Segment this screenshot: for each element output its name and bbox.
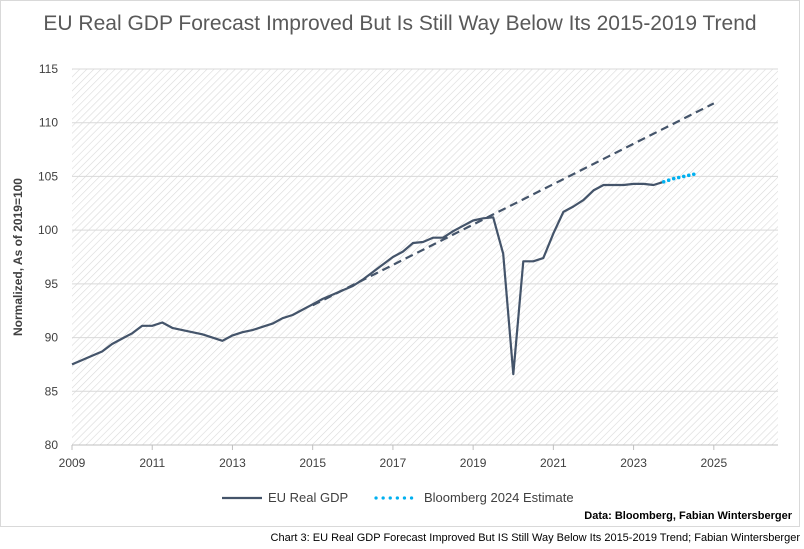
source-note: Data: Bloomberg, Fabian Wintersberger <box>584 510 792 522</box>
legend-label-eu-real-gdp: EU Real GDP <box>268 490 348 505</box>
x-tick-label: 2011 <box>139 456 165 470</box>
series-bloomberg-estimate-point <box>661 180 666 184</box>
legend: EU Real GDP Bloomberg 2024 Estimate <box>222 490 574 505</box>
caption: Chart 3: EU Real GDP Forecast Improved B… <box>270 532 800 544</box>
x-tick-label: 2015 <box>299 456 326 470</box>
y-tick-label: 85 <box>45 384 59 398</box>
chart-title: EU Real GDP Forecast Improved But Is Sti… <box>43 12 757 35</box>
y-tick-label: 110 <box>39 116 58 130</box>
series-layer <box>71 102 715 376</box>
y-tick-label: 95 <box>45 277 59 291</box>
legend-label-bloomberg-estimate: Bloomberg 2024 Estimate <box>424 490 574 505</box>
series-bloomberg-estimate-point <box>666 178 671 182</box>
series-eu-real-gdp <box>71 180 665 376</box>
x-tick-label: 2023 <box>620 456 647 470</box>
y-tick-label: 100 <box>38 223 58 237</box>
y-tick-label: 90 <box>45 331 59 345</box>
series-bloomberg-estimate-point <box>686 173 691 178</box>
x-tick-label: 2013 <box>219 456 246 470</box>
x-tick-label: 2025 <box>700 456 727 470</box>
y-tick-label: 105 <box>38 169 58 183</box>
y-axis-label: Normalized, As of 2019=100 <box>11 178 25 336</box>
x-tick-label: 2009 <box>59 456 86 470</box>
series-trend-line <box>312 102 715 307</box>
plot-area <box>72 69 778 445</box>
x-tick-label: 2021 <box>540 456 567 470</box>
series-bloomberg-estimate-point <box>691 172 696 177</box>
gridlines <box>72 68 778 392</box>
x-tick-label: 2017 <box>380 456 407 470</box>
axes: 80 85 90 95 100 105 110 115 2009 2011 2013 2015 2017… <box>38 62 778 470</box>
series-bloomberg-estimate-point <box>676 175 681 180</box>
y-tick-label: 115 <box>39 62 58 76</box>
series-bloomberg-estimate-point <box>681 174 686 179</box>
series-bloomberg-estimate-point <box>671 176 676 181</box>
y-tick-label: 80 <box>45 438 59 452</box>
x-tick-label: 2019 <box>460 456 487 470</box>
